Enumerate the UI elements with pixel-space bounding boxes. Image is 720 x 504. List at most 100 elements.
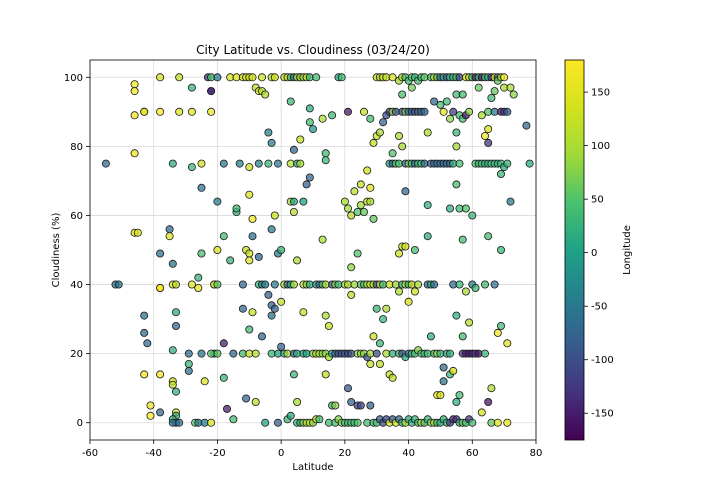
data-point [359, 207, 368, 216]
data-point [286, 411, 295, 420]
data-point [175, 418, 184, 427]
data-point [445, 204, 454, 213]
data-point [289, 207, 298, 216]
data-point [156, 283, 165, 292]
data-point [331, 401, 340, 410]
data-point [369, 214, 378, 223]
data-point [140, 107, 149, 116]
data-point [140, 311, 149, 320]
data-point [156, 107, 165, 116]
data-point [219, 159, 228, 168]
data-point [430, 97, 439, 106]
data-point [388, 73, 397, 82]
data-point [356, 401, 365, 410]
data-point [264, 290, 273, 299]
data-point [445, 114, 454, 123]
colorbar-tick-label: 50 [591, 195, 604, 206]
data-point [248, 308, 257, 317]
data-point [420, 107, 429, 116]
data-point [305, 173, 314, 182]
x-axis-ticks: -60 -40 -20 0 20 40 60 80 [82, 440, 542, 459]
data-point [398, 90, 407, 99]
y-axis-ticks: 0 20 40 60 80 100 [64, 73, 90, 429]
data-point [318, 114, 327, 123]
data-point [302, 180, 311, 189]
data-point [369, 138, 378, 147]
data-point [184, 349, 193, 358]
data-point [318, 235, 327, 244]
data-point [343, 107, 352, 116]
data-point [458, 235, 467, 244]
data-point [261, 90, 270, 99]
y-tick-label: 0 [77, 418, 83, 429]
data-point [251, 349, 260, 358]
data-point [452, 180, 461, 189]
data-point [248, 214, 257, 223]
data-point [207, 418, 216, 427]
data-point [235, 159, 244, 168]
data-point [270, 211, 279, 220]
data-point [468, 211, 477, 220]
data-point [347, 290, 356, 299]
data-point [401, 242, 410, 251]
data-point [439, 363, 448, 372]
data-point [289, 370, 298, 379]
data-point [337, 73, 346, 82]
data-point [477, 111, 486, 120]
data-point [299, 197, 308, 206]
data-point [171, 280, 180, 289]
data-point [347, 263, 356, 272]
data-point [461, 287, 470, 296]
data-point [238, 304, 247, 313]
data-point [226, 256, 235, 265]
data-point [484, 232, 493, 241]
data-point [480, 349, 489, 358]
data-point [359, 107, 368, 116]
data-point [213, 197, 222, 206]
data-point [171, 308, 180, 317]
data-point [245, 249, 254, 258]
data-point [394, 131, 403, 140]
data-point [503, 418, 512, 427]
data-point [130, 87, 139, 96]
data-point [270, 280, 279, 289]
data-point [273, 159, 282, 168]
x-tick-label: -60 [82, 448, 98, 459]
data-point [289, 197, 298, 206]
data-point [299, 308, 308, 317]
data-point [366, 197, 375, 206]
x-tick-label: 20 [338, 448, 351, 459]
data-point [506, 83, 515, 92]
data-point [340, 197, 349, 206]
data-point [503, 159, 512, 168]
data-point [286, 97, 295, 106]
data-point [452, 311, 461, 320]
data-point [277, 342, 286, 351]
data-point [347, 211, 356, 220]
data-point [423, 201, 432, 210]
data-point [484, 125, 493, 134]
data-point [219, 339, 228, 348]
data-point [477, 408, 486, 417]
data-point [254, 159, 263, 168]
data-point [407, 83, 416, 92]
data-point [194, 273, 203, 282]
data-point [496, 245, 505, 254]
data-point [114, 280, 123, 289]
data-point [480, 131, 489, 140]
data-point [449, 366, 458, 375]
x-tick-label: 40 [402, 448, 415, 459]
data-point [388, 149, 397, 158]
data-point [175, 73, 184, 82]
data-point [312, 73, 321, 82]
data-point [222, 404, 231, 413]
data-point [356, 201, 365, 210]
data-point [245, 163, 254, 172]
data-point [156, 249, 165, 258]
data-point [493, 328, 502, 337]
data-point [426, 332, 435, 341]
data-point [165, 232, 174, 241]
data-point [254, 252, 263, 261]
data-point [293, 256, 302, 265]
data-point [321, 311, 330, 320]
